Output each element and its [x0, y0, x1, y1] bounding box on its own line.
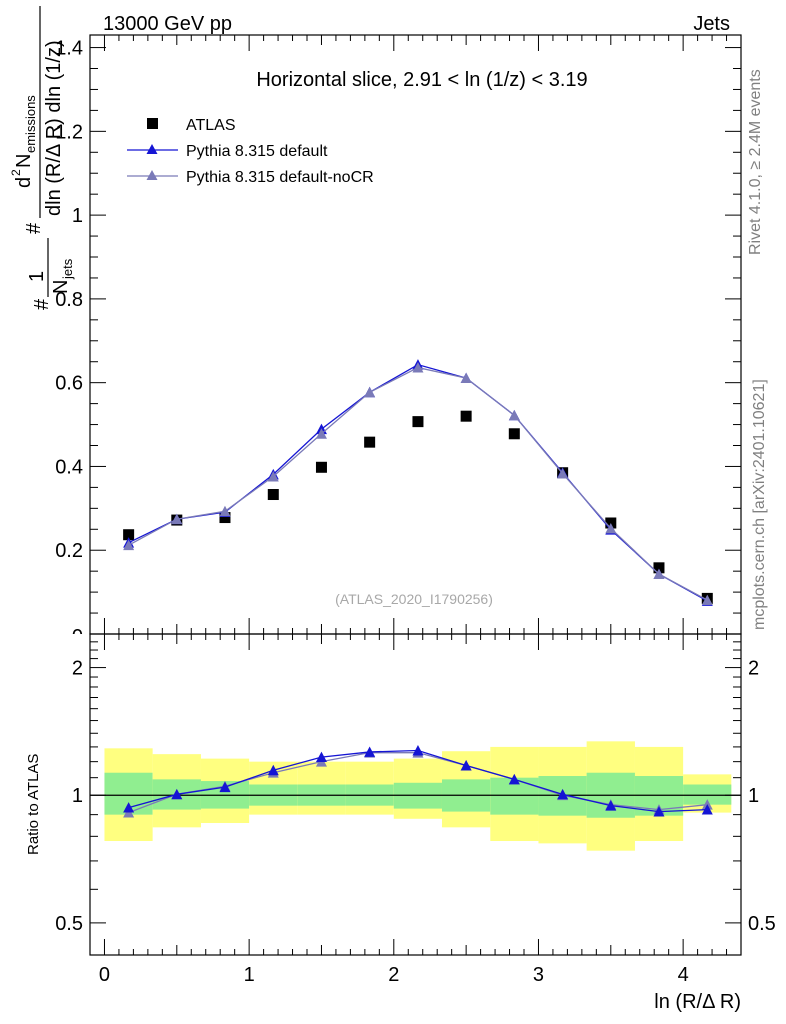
atlas-data-point — [412, 416, 424, 428]
ratio-y-tick-label: 2 — [72, 658, 83, 680]
svg-text:N: N — [50, 280, 72, 294]
plot-title: Horizontal slice, 2.91 < ln (1/z) < 3.19 — [256, 69, 587, 91]
main-y-tick-label: 0 — [72, 626, 83, 648]
atlas-data-point — [460, 410, 472, 422]
svg-text:#: # — [23, 222, 45, 234]
nocr-data-point — [460, 372, 472, 384]
ratio-y-tick-label-right: 1 — [748, 785, 759, 807]
x-tick-label: 1 — [244, 964, 255, 986]
header-energy-label: 13000 GeV pp — [103, 13, 232, 35]
ratio-plot-marks — [123, 744, 713, 818]
atlas-data-point — [219, 512, 231, 524]
ratio-bands — [90, 741, 741, 851]
default-ratio-point — [412, 744, 424, 756]
nocr-data-point — [267, 471, 279, 482]
main-y-axis-label: # 1 N jets # d 2 N emissions dln (R/Δ R)… — [9, 6, 75, 310]
mcplots-label: mcplots.cern.ch [arXiv:2401.10621] — [751, 379, 768, 630]
default-ratio-point — [460, 760, 472, 771]
header-process-label: Jets — [693, 13, 730, 35]
default-ratio-point — [605, 800, 617, 811]
default-ratio-point — [315, 751, 327, 763]
default-ratio-point — [267, 764, 279, 776]
ratio-y-tick-label: 0.5 — [55, 913, 83, 935]
legend-label-default: Pythia 8.315 default — [186, 143, 328, 160]
ratio-y-tick-label: 1 — [72, 785, 83, 807]
svg-text:d: d — [13, 177, 35, 188]
svg-text:emissions: emissions — [23, 95, 38, 153]
x-tick-label: 4 — [678, 964, 689, 986]
atlas-data-point — [653, 562, 665, 574]
nocr-data-point — [605, 522, 617, 534]
default-ratio-point — [171, 788, 183, 800]
nocr-series-line — [128, 366, 708, 601]
ratio-y-tick-label-right: 0.5 — [748, 913, 776, 935]
default-ratio-point — [557, 788, 569, 800]
svg-text:dln (R/Δ R) dln (1/z): dln (R/Δ R) dln (1/z) — [43, 40, 65, 216]
main-plot-marks — [123, 359, 713, 606]
main-y-tick-label: 0.8 — [55, 289, 83, 311]
main-y-tick-label: 0.6 — [55, 373, 83, 395]
main-y-tick-label: 1 — [72, 205, 83, 227]
legend-marker-default — [146, 144, 158, 154]
svg-text:jets: jets — [60, 258, 75, 280]
default-ratio-point — [219, 781, 231, 793]
main-y-tick-label: 0.2 — [55, 540, 83, 562]
main-y-tick-label: 1.2 — [55, 121, 83, 143]
ratio-y-axis-label: Ratio to ATLAS — [25, 754, 42, 855]
default-ratio-point — [508, 773, 520, 785]
legend-marker-nocr — [146, 170, 158, 180]
atlas-data-point — [315, 461, 327, 473]
plot-frames — [89, 34, 742, 956]
nocr-data-point — [701, 594, 713, 606]
legend-label-nocr: Pythia 8.315 default-noCR — [186, 169, 374, 186]
nocr-data-point — [653, 568, 665, 580]
x-tick-label: 2 — [388, 964, 399, 986]
atlas-data-point — [508, 428, 520, 440]
atlas-data-point — [267, 489, 279, 501]
legend-label-atlas: ATLAS — [186, 117, 236, 134]
legend-marker-atlas — [147, 118, 158, 129]
ratio-band-inner — [683, 784, 732, 805]
nocr-data-point — [412, 362, 424, 373]
atlas-data-point — [364, 436, 376, 448]
ratio-plot-frame — [89, 633, 742, 956]
default-ratio-point — [123, 802, 135, 813]
main-y-tick-label: 1.4 — [55, 38, 83, 60]
x-tick-label: 3 — [533, 964, 544, 986]
legend: ATLAS Pythia 8.315 default Pythia 8.315 … — [127, 117, 374, 186]
svg-text:#: # — [31, 298, 53, 310]
x-tick-label: 0 — [99, 964, 110, 986]
svg-text:1: 1 — [26, 271, 48, 282]
x-axis-label: ln (R/Δ R) — [654, 991, 741, 1013]
main-y-tick-label: 0.4 — [55, 456, 83, 478]
ratio-y-tick-label-right: 2 — [748, 658, 759, 680]
atlas-data-point — [123, 529, 135, 541]
rivet-version-label: Rivet 4.1.0, ≥ 2.4M events — [747, 69, 764, 255]
svg-text:N: N — [13, 154, 35, 168]
nocr-data-point — [123, 539, 135, 551]
svg-text:2: 2 — [9, 169, 23, 176]
nocr-data-point — [508, 409, 520, 421]
axis-tick-labels: 0 1 2 3 4 0.2 0.4 0.6 0.8 1 1.2 1.4 0 0.5 0.5 1 1 2 2 — [55, 38, 776, 986]
default-ratio-point — [653, 806, 665, 817]
default-series-line — [128, 363, 708, 602]
nocr-data-point — [315, 428, 327, 439]
nocr-data-point — [219, 505, 231, 517]
default-ratio-point — [364, 746, 376, 757]
nocr-data-point — [364, 386, 376, 398]
analysis-watermark: (ATLAS_2020_I1790256) — [335, 591, 493, 607]
axis-ticks — [89, 35, 742, 955]
nocr-data-point — [557, 468, 569, 479]
default-ratio-point — [701, 804, 713, 815]
nocr-data-point — [171, 513, 183, 525]
